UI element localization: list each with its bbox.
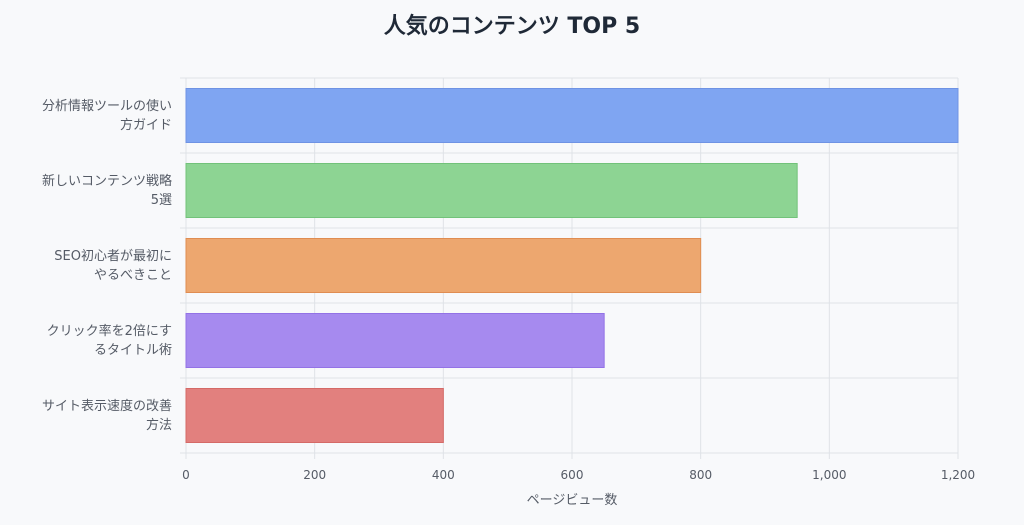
x-tick-label: 400 [432,468,455,482]
y-category-label: サイト表示速度の改善方法 [7,397,172,435]
x-tick-label: 800 [689,468,712,482]
y-category-label: 新しいコンテンツ戦略 5選 [7,172,172,210]
y-category-label-line: SEO初心者が最初に [54,248,172,264]
y-category-label-line: 新しいコンテンツ戦略 [41,173,172,189]
y-category-label-line: サイト表示速度の改善 [41,398,172,414]
y-category-label: 分析情報ツールの使い方ガイド [7,97,172,135]
y-category-label: SEO初心者が最初にやるべきこと [7,247,172,285]
bar [185,163,798,218]
x-tick-label: 0 [182,468,190,482]
x-tick-label: 200 [303,468,326,482]
y-category-label-line: 方ガイド [119,117,172,133]
y-category-label-line: クリック率を2倍にす [46,323,172,339]
y-category-label-line: 方法 [145,417,172,433]
y-category-label-line: 分析情報ツールの使い [41,98,172,114]
y-category-label-line: 5選 [150,192,172,208]
y-category-label-line: るタイトル術 [93,342,172,358]
bar [185,313,605,368]
bar [185,388,444,443]
y-category-label-line: やるべきこと [93,267,172,283]
y-category-label: クリック率を2倍にするタイトル術 [7,322,172,360]
x-tick-label: 1,200 [941,468,975,482]
x-tick-label: 600 [561,468,584,482]
chart-title: 人気のコンテンツ TOP 5 [383,14,641,39]
x-axis-label: ページビュー数 [526,493,618,508]
x-tick-label: 1,000 [812,468,846,482]
bar [185,238,702,293]
bar [185,88,959,143]
